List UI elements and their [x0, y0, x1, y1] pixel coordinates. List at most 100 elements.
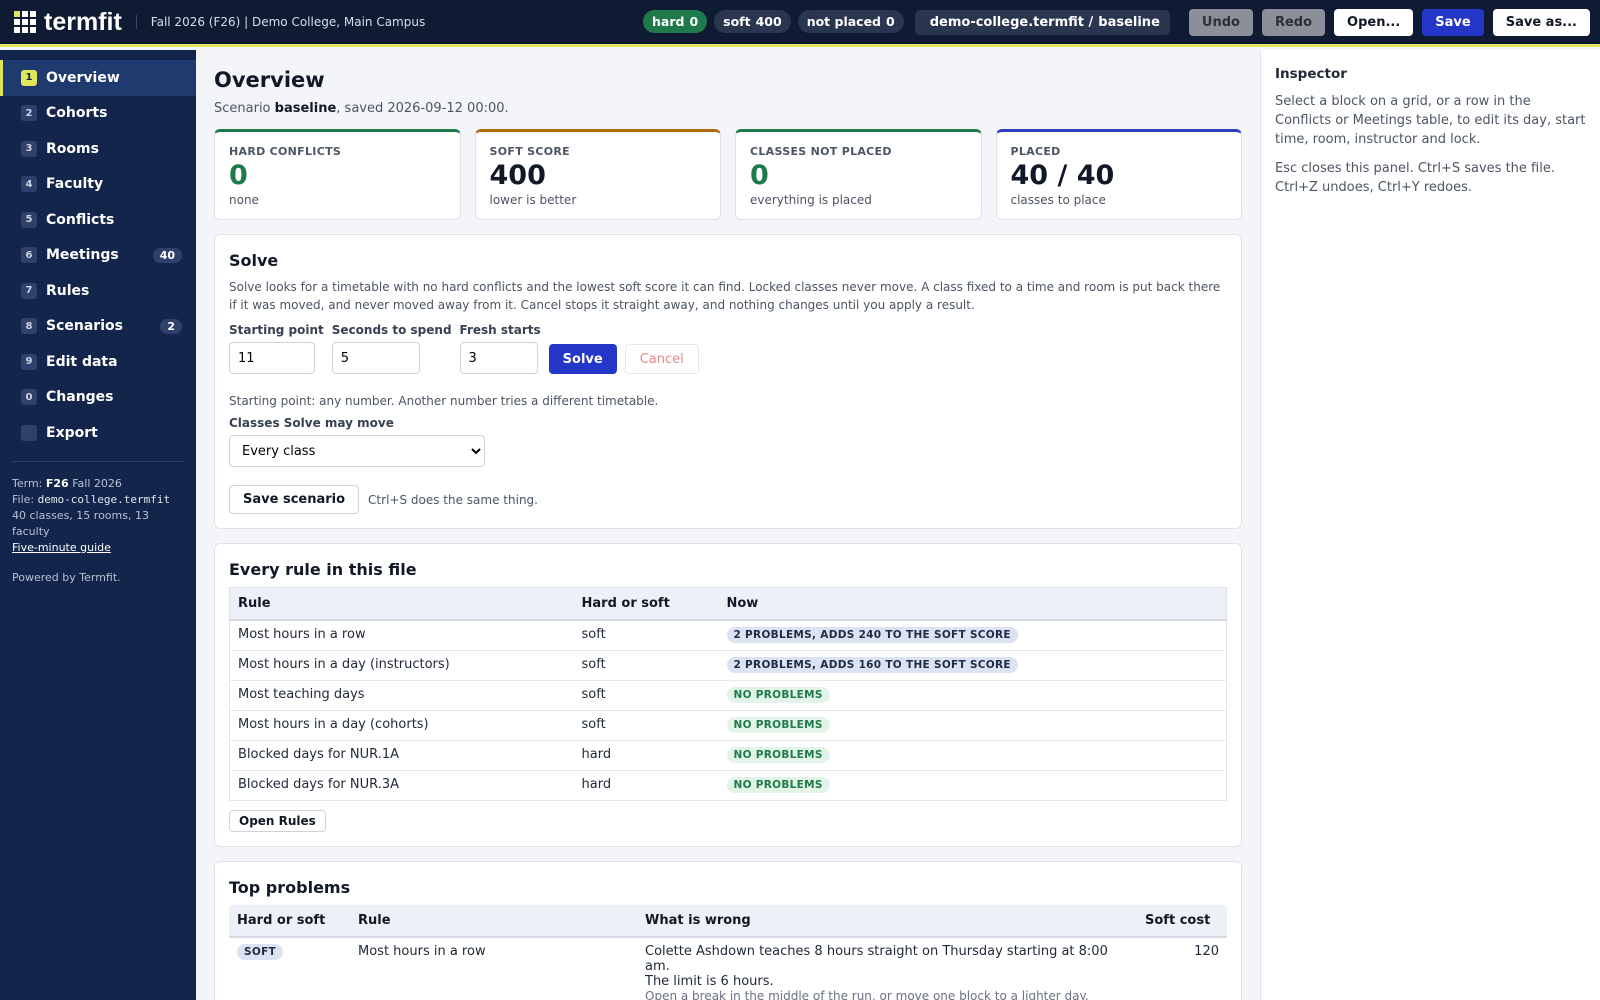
nav-key: 8	[21, 318, 37, 335]
nav-key: 4	[21, 176, 37, 193]
nav-item[interactable]: 2 Cohorts	[0, 96, 196, 132]
nav-label: Rooms	[46, 140, 99, 157]
text: Fall 2026	[72, 476, 122, 490]
status-chip: NO PROBLEMS	[726, 716, 830, 733]
rule-status-cell: NO PROBLEMS	[718, 770, 1227, 801]
field: Seconds to spend	[331, 323, 452, 374]
nav-item[interactable]: 1 Overview	[0, 60, 196, 96]
nav-key: 0	[21, 389, 37, 406]
pill-value: 400	[755, 14, 782, 29]
nav: 1 Overview 2 Cohorts 3 Rooms 4 Faculty 5 Conflict…	[0, 60, 196, 451]
nav-item[interactable]: Export	[0, 415, 196, 451]
nav-label: Rules	[46, 282, 90, 299]
header-button[interactable]: Save as...	[1492, 8, 1590, 36]
header-button[interactable]: Redo	[1261, 8, 1326, 36]
card-note: classes to place	[1010, 193, 1106, 207]
card-value: 40 / 40	[1010, 160, 1115, 191]
powered-by: Powered by Termfit.	[12, 570, 121, 584]
pill-label: not placed	[806, 14, 882, 29]
file-info: File: demo-college.termfit	[12, 492, 184, 508]
rule-status-cell: 2 PROBLEMS, ADDS 240 TO THE SOFT SCORE	[718, 620, 1227, 651]
nav-item[interactable]: 7 Rules	[0, 273, 196, 309]
rule-name: Most hours in a row	[229, 620, 574, 651]
field: Starting point	[229, 323, 324, 374]
main: Overview Scenario baseline, saved 2026-0…	[196, 50, 1260, 1000]
header-button[interactable]: Save	[1422, 8, 1484, 36]
nav-label: Cohorts	[46, 105, 108, 122]
rule-status-cell: NO PROBLEMS	[718, 740, 1227, 771]
nav-key: 2	[21, 105, 37, 122]
move-select[interactable]: Every class	[229, 435, 485, 467]
status-pills: hard 0 soft 400 not placed 0	[642, 10, 911, 33]
nav-item[interactable]: 0 Changes	[0, 380, 196, 416]
fix-line: Open a break in the middle of the run, o…	[645, 988, 1089, 1000]
stat-card: CLASSES NOT PLACED 0 everything is placed	[735, 129, 982, 220]
nav-item[interactable]: 5 Conflicts	[0, 202, 196, 238]
header-row: Hard or soft Rule What is wrong Soft cost	[229, 904, 1227, 938]
rule-kind: hard	[573, 770, 719, 801]
save-scenario-button[interactable]: Save scenario	[229, 485, 360, 514]
what-cell: Colette Ashdown teaches 8 hours straight…	[637, 937, 1137, 1000]
rule-row[interactable]: Blocked days for NUR.3A hard NO PROBLEMS	[229, 770, 1227, 801]
panel-title: Top problems	[229, 877, 351, 897]
open-rules-button[interactable]: Open Rules	[229, 809, 326, 832]
rule-status-cell: NO PROBLEMS	[718, 710, 1227, 741]
nav-count: 2	[160, 318, 182, 334]
term-label: Fall 2026 (F26) | Demo College, Main Cam…	[135, 15, 643, 29]
card-note: none	[229, 193, 259, 207]
status-pill: not placed 0	[797, 10, 904, 33]
nav-count: 40	[152, 247, 182, 263]
what-line: Colette Ashdown teaches 8 hours straight…	[645, 943, 1108, 974]
nav-item[interactable]: 6 Meetings 40	[0, 238, 196, 274]
card-label: SOFT SCORE	[489, 145, 570, 158]
header-button[interactable]: Undo	[1188, 8, 1253, 36]
rule-kind: hard	[573, 740, 719, 771]
rule-kind: soft	[573, 650, 719, 681]
nav-key: 6	[21, 247, 37, 264]
card-value: 0	[229, 160, 248, 191]
file-scenario: demo-college.termfit / baseline	[914, 9, 1170, 35]
summary: 40 classes, 15 rooms, 13 faculty	[12, 508, 149, 538]
field-input[interactable]	[229, 342, 315, 374]
term-code: F26	[45, 476, 69, 490]
subtitle: Scenario baseline, saved 2026-09-12 00:0…	[214, 101, 1242, 116]
cancel-button[interactable]: Cancel	[624, 344, 699, 374]
rule-row[interactable]: Most hours in a day (cohorts) soft NO PROB…	[229, 710, 1227, 741]
nav-key: 5	[21, 211, 37, 228]
card-label: PLACED	[1010, 145, 1061, 158]
field-input[interactable]	[459, 342, 538, 374]
rule-name: Most hours in a day (instructors)	[229, 650, 574, 681]
rule-row[interactable]: Most hours in a day (instructors) soft 2 P…	[229, 650, 1227, 681]
pill-label: soft	[723, 14, 751, 29]
card-note: everything is placed	[750, 193, 872, 207]
nav-item[interactable]: 3 Rooms	[0, 131, 196, 167]
panel-title: Solve	[229, 251, 279, 270]
rule-kind: soft	[573, 680, 719, 711]
pill-value: 0	[689, 14, 699, 29]
solve-button[interactable]: Solve	[548, 344, 617, 374]
guide-link[interactable]: Five-minute guide	[12, 540, 111, 554]
problems-table: Hard or soft Rule What is wrong Soft cost SO…	[229, 904, 1227, 1000]
rules-panel: Every rule in this file Rule Hard or soft…	[214, 543, 1242, 847]
problem-row[interactable]: SOFT Most hours in a row Colette Ashdown t…	[229, 937, 1227, 1000]
header-button[interactable]: Open...	[1334, 8, 1414, 36]
scenario-name: baseline	[1098, 14, 1160, 30]
nav-item[interactable]: 9 Edit data	[0, 344, 196, 380]
rule-row[interactable]: Most hours in a row soft 2 PROBLEMS, ADDS …	[229, 620, 1227, 651]
rules-table: Rule Hard or soft Now Most hours in a row so…	[229, 587, 1227, 801]
column-header: Now	[718, 587, 1227, 621]
field-label: Seconds to spend	[331, 323, 452, 337]
nav-item[interactable]: 4 Faculty	[0, 167, 196, 203]
column-header: Rule	[350, 904, 637, 938]
status-chip: 2 PROBLEMS, ADDS 240 TO THE SOFT SCORE	[726, 627, 1018, 643]
field-input[interactable]	[331, 342, 420, 374]
file-name: demo-college.termfit /	[929, 14, 1094, 30]
text: Scenario	[214, 101, 275, 116]
status-chip: NO PROBLEMS	[726, 686, 830, 703]
brand[interactable]: termfit	[44, 7, 122, 36]
rule-row[interactable]: Most teaching days soft NO PROBLEMS	[229, 680, 1227, 711]
nav-item[interactable]: 8 Scenarios 2	[0, 309, 196, 345]
sidebar: 1 Overview 2 Cohorts 3 Rooms 4 Faculty 5 Conflict…	[0, 50, 196, 1000]
card-note: lower is better	[489, 193, 577, 207]
rule-row[interactable]: Blocked days for NUR.1A hard NO PROBLEMS	[229, 740, 1227, 771]
